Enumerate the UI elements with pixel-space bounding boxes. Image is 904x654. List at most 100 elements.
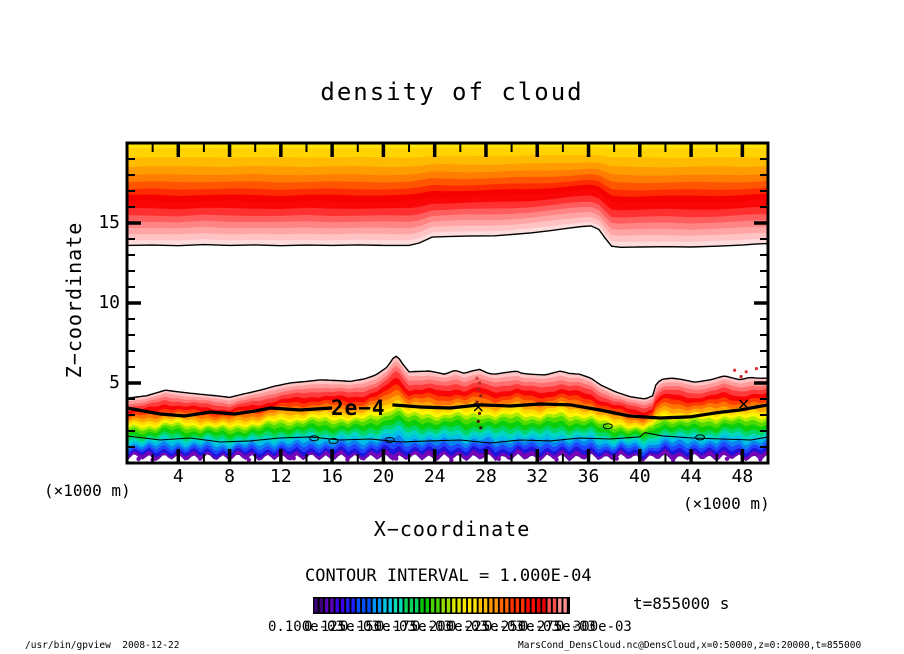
speckle-dot	[739, 375, 743, 379]
colorbar-stripe	[547, 598, 551, 613]
inline-contour-label: 2e−4	[331, 396, 386, 420]
colorbar-tick-label: 0.300e-03	[556, 619, 632, 635]
colorbar-stripe	[420, 598, 424, 613]
colorbar-stripe	[521, 598, 525, 613]
axis-ticks	[128, 144, 767, 462]
colorbar-stripe	[536, 598, 541, 613]
speckle-dot	[744, 370, 748, 374]
purple-dot	[670, 457, 676, 462]
speckle-dot	[475, 376, 479, 380]
colorbar-stripe	[324, 598, 329, 613]
y-tick-label: 5	[109, 372, 120, 393]
speckle-dot	[477, 411, 482, 415]
x-tick-label: 40	[628, 466, 651, 487]
colorbar-stripe	[552, 598, 557, 613]
colorbar-tick-label: 0.200e-03	[412, 619, 488, 635]
colorbar-stripe	[441, 598, 445, 613]
colorbar-stripe	[319, 598, 323, 613]
colorbar-stripe	[542, 598, 546, 613]
purple-dot	[246, 457, 251, 462]
speckle-dot	[479, 394, 483, 398]
purple-dot	[554, 457, 559, 462]
colorbar-stripe	[478, 598, 482, 613]
colorbar-stripe	[314, 598, 318, 613]
colorbar-stripe	[473, 598, 477, 613]
x-tick-label: 8	[224, 466, 235, 487]
colorbar-stripe	[489, 598, 493, 613]
x-tick-label: 32	[526, 466, 549, 487]
x-tick-label: 16	[321, 466, 343, 487]
plot-frame	[125, 141, 770, 465]
contour-loop	[602, 423, 613, 430]
x-tick-label: 48	[731, 466, 754, 487]
contour-interval-text: CONTOUR INTERVAL = 1.000E-04	[305, 566, 592, 586]
purple-dot	[496, 456, 501, 462]
colorbar-stripe	[351, 598, 355, 613]
colorbar-stripe	[362, 598, 366, 613]
upper-cloud-contour-line	[127, 225, 768, 249]
footer-command-text: /usr/bin/gpview 2008-12-22	[25, 640, 180, 651]
chart-title: density of cloud	[320, 78, 584, 106]
x-tick-label: 20	[372, 466, 395, 487]
colorbar-stripe	[409, 598, 414, 613]
colorbar-stripe	[372, 598, 376, 613]
speckle-dot	[733, 368, 737, 372]
purple-dot	[136, 456, 141, 462]
colorbar-stripe	[393, 598, 398, 613]
colorbar-stripe	[515, 598, 520, 613]
colorbar-stripe	[383, 598, 387, 613]
colorbar-stripe	[494, 598, 498, 613]
colorbar-stripe	[457, 598, 461, 613]
x-mark	[739, 399, 749, 409]
colorbar-stripe	[499, 598, 504, 613]
thick-contour-2e-4	[392, 402, 768, 420]
thin-contour	[127, 432, 768, 444]
x-mark	[473, 402, 483, 412]
colorbar-stripe	[436, 598, 440, 613]
colorbar-tick-label: 0.150e-03	[340, 619, 416, 635]
colorbar-stripe	[415, 598, 419, 613]
x-tick-label: 28	[475, 466, 497, 487]
footer-dataset-text: MarsCond_DensCloud.nc@DensCloud,x=0:5000…	[518, 640, 862, 651]
colorbar-tick-label: 0.275e-03	[520, 619, 596, 635]
time-label: t=855000 s	[633, 594, 730, 613]
speckle-dot	[476, 387, 480, 391]
colorbar-stripe	[404, 598, 408, 613]
colorbar	[313, 597, 570, 614]
lower-cloud-top-contour	[127, 355, 768, 400]
colorbar-tick-label: 0.100e-03	[268, 619, 344, 635]
colorbar-stripe	[505, 598, 509, 613]
speckle-dot	[477, 381, 482, 385]
contour-loop	[384, 436, 395, 443]
contour-loop	[309, 435, 320, 442]
purple-dot	[197, 456, 203, 461]
contour-loop	[695, 434, 706, 441]
purple-dot	[614, 456, 619, 461]
colorbar-stripe	[335, 598, 339, 613]
colorbar-stripe	[367, 598, 371, 613]
y-tick-label: 10	[98, 292, 120, 313]
colorbar-stripe	[330, 598, 334, 613]
x-tick-label: 36	[577, 466, 600, 487]
speckle-dot	[476, 419, 480, 423]
colorbar-stripe	[483, 598, 488, 613]
purple-dot	[394, 456, 399, 461]
contour-loop	[328, 437, 339, 444]
colorbar-stripe	[452, 598, 456, 613]
colorbar-stripe	[563, 598, 567, 613]
y-tick-label: 15	[98, 212, 120, 233]
colorbar-stripe	[526, 598, 530, 613]
colorbar-stripe	[388, 598, 392, 613]
colorbar-stripe	[399, 598, 403, 613]
lower-cloud-band	[127, 448, 768, 462]
purple-dot	[449, 457, 454, 462]
colorbar-stripe	[462, 598, 467, 613]
colorbar-tick-label: 0.225e-03	[448, 619, 524, 635]
x-axis-unit-label: (×1000 m)	[683, 494, 770, 513]
colorbar-stripe	[356, 598, 361, 613]
x-axis-label: X−coordinate	[373, 517, 531, 541]
x-tick-label: 4	[172, 466, 184, 487]
colorbar-stripe	[430, 598, 435, 613]
speckle-dot	[475, 400, 479, 404]
